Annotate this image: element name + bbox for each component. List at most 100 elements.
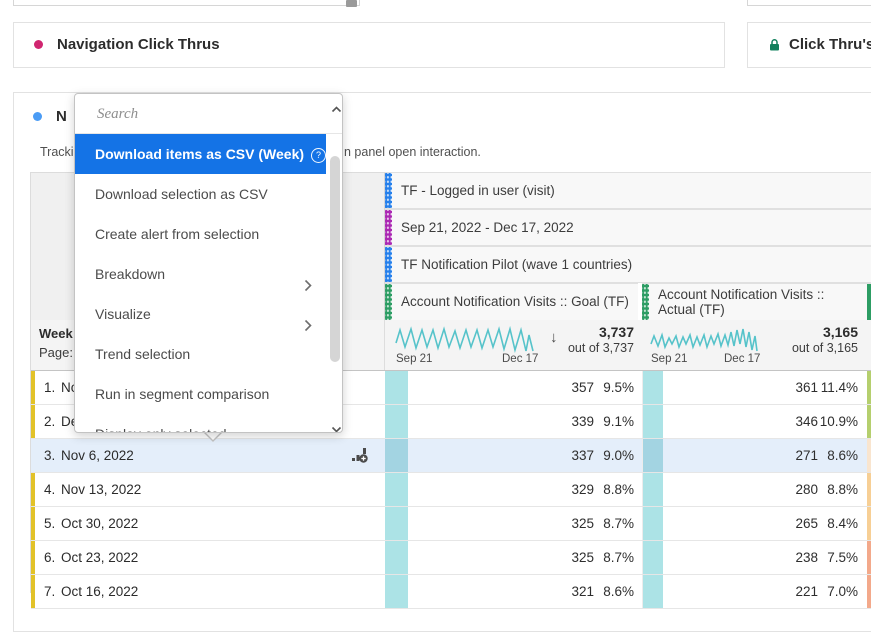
goal-percent: 9.5%	[603, 380, 634, 395]
segment-label: TF - Logged in user (visit)	[401, 183, 555, 198]
goal-value[interactable]: 339	[571, 414, 594, 429]
top-partial-glyph	[346, 0, 357, 7]
row-dimension-value[interactable]: No	[61, 380, 79, 395]
panel-navigation-click-thrus[interactable]: Navigation Click Thrus	[13, 22, 725, 68]
series-dot-blue	[33, 112, 42, 121]
segment-label: TF Notification Pilot (wave 1 countries)	[401, 257, 633, 272]
goal-value[interactable]: 357	[571, 380, 594, 395]
actual-cell-bar	[643, 405, 663, 438]
actual-value[interactable]: 265	[795, 516, 818, 531]
table-row[interactable]: 4. Nov 13, 2022 329 8.8% 280 8.8%	[31, 473, 871, 507]
chevron-right-icon	[304, 307, 312, 347]
goal-cell-bar	[385, 473, 408, 506]
actual-cell-bar	[643, 371, 663, 404]
menu-search-field[interactable]	[75, 94, 342, 134]
actual-value[interactable]: 280	[795, 482, 818, 497]
table-row-selected[interactable]: 3. Nov 6, 2022 337 9.0% 271 8.6%	[31, 439, 871, 473]
search-input[interactable]	[95, 95, 319, 133]
goal-total: 3,737	[598, 324, 634, 340]
goal-value[interactable]: 337	[571, 448, 594, 463]
metric-header-cut-strip	[867, 283, 871, 320]
metric-color-strip[interactable]	[385, 284, 392, 320]
actual-cell-bar	[643, 439, 663, 472]
actual-percent: 11.4%	[820, 380, 858, 395]
actual-value[interactable]: 346	[795, 414, 818, 429]
row-color-strip	[31, 541, 35, 574]
help-icon[interactable]: ?	[311, 148, 327, 163]
dimension-header-cell[interactable]: Week Page:	[31, 320, 385, 370]
menu-item-download-items-csv[interactable]: Download items as CSV (Week)?	[75, 134, 327, 174]
row-dimension-value[interactable]: Oct 16, 2022	[61, 584, 139, 599]
menu-item-breakdown[interactable]: Breakdown	[75, 254, 326, 294]
actual-out-of: out of 3,165	[791, 341, 858, 355]
segment-header-notification-pilot[interactable]: TF Notification Pilot (wave 1 countries)	[385, 246, 871, 283]
row-color-strip	[31, 473, 35, 506]
goal-cell-bar	[385, 371, 408, 404]
row-number: 5.	[44, 516, 56, 531]
goal-value[interactable]: 325	[571, 550, 594, 565]
menu-item-trend-selection[interactable]: Trend selection	[95, 346, 191, 362]
goal-value[interactable]: 325	[571, 516, 594, 531]
top-partial-panel-left	[13, 0, 360, 6]
goal-value[interactable]: 329	[571, 482, 594, 497]
next-column-cut-strip	[867, 575, 871, 608]
goal-sparkline	[395, 325, 534, 353]
next-column-cut-strip	[867, 439, 871, 472]
menu-item-download-selection-csv[interactable]: Download selection as CSV	[95, 186, 268, 202]
row-dimension-value[interactable]: Oct 30, 2022	[61, 516, 139, 531]
menu-item-display-only-selected[interactable]: Display only selected	[75, 414, 326, 432]
scroll-down-icon[interactable]	[331, 420, 342, 432]
row-number: 2.	[44, 414, 56, 429]
row-number: 7.	[44, 584, 56, 599]
metric-header-goal[interactable]: Account Notification Visits :: Goal (TF)	[385, 283, 638, 320]
segment-header-logged-in-user[interactable]: TF - Logged in user (visit)	[385, 172, 871, 209]
scroll-up-icon[interactable]	[331, 100, 342, 118]
goal-percent: 9.0%	[603, 448, 634, 463]
goal-percent: 8.6%	[603, 584, 634, 599]
actual-cell-bar	[643, 507, 663, 540]
actual-total: 3,165	[822, 324, 858, 340]
table-row[interactable]: 5. Oct 30, 2022 325 8.7% 265 8.4%	[31, 507, 871, 541]
table-row[interactable]: 6. Oct 23, 2022 325 8.7% 238 7.5%	[31, 541, 871, 575]
row-number: 1.	[44, 380, 56, 395]
goal-cell-bar	[385, 439, 408, 472]
actual-percent: 7.0%	[827, 584, 858, 599]
main-panel-title-fragment: N	[56, 108, 67, 125]
row-number: 4.	[44, 482, 56, 497]
actual-percent: 8.4%	[827, 516, 858, 531]
table-row[interactable]: 7. Oct 16, 2022 321 8.6% 221 7.0%	[31, 575, 871, 609]
sort-descending-icon[interactable]: ↓	[550, 329, 558, 346]
menu-item-create-alert[interactable]: Create alert from selection	[95, 226, 260, 242]
row-dimension-value[interactable]: Nov 6, 2022	[61, 448, 134, 463]
menu-item-run-segment-comparison[interactable]: Run in segment comparison	[95, 386, 270, 402]
scrollbar-thumb[interactable]	[330, 156, 340, 362]
goal-percent: 9.1%	[603, 414, 634, 429]
metric-color-strip[interactable]	[642, 284, 649, 320]
actual-percent: 8.6%	[827, 448, 858, 463]
goal-cell-bar	[385, 541, 408, 574]
segment-header-date-range[interactable]: Sep 21, 2022 - Dec 17, 2022	[385, 209, 871, 246]
goal-spark-end-label: Dec 17	[502, 353, 539, 365]
next-column-cut-strip	[867, 541, 871, 574]
actual-value[interactable]: 361	[795, 380, 818, 395]
row-dimension-value[interactable]: De	[61, 414, 79, 429]
goal-cell-bar	[385, 507, 408, 540]
actual-value[interactable]: 271	[795, 448, 818, 463]
chevron-right-icon	[304, 267, 312, 307]
goal-out-of: out of 3,737	[567, 341, 634, 355]
visualize-row-icon[interactable]	[351, 447, 370, 469]
segment-color-strip[interactable]	[385, 247, 392, 282]
metric-label: Account Notification Visits :: Goal (TF)	[401, 294, 629, 309]
row-dimension-value[interactable]: Oct 23, 2022	[61, 550, 139, 565]
context-menu: Download items as CSV (Week)? Download s…	[74, 93, 343, 433]
goal-percent: 8.8%	[603, 482, 634, 497]
actual-sparkline	[650, 328, 758, 352]
menu-item-visualize[interactable]: Visualize	[75, 294, 326, 334]
segment-color-strip[interactable]	[385, 210, 392, 245]
actual-value[interactable]: 238	[795, 550, 818, 565]
segment-color-strip[interactable]	[385, 173, 392, 208]
metric-header-actual[interactable]: Account Notification Visits :: Actual (T…	[642, 283, 867, 320]
panel-click-thrus[interactable]: Click Thru's	[747, 22, 871, 68]
row-dimension-value[interactable]: Nov 13, 2022	[61, 482, 142, 497]
panel-description-fragment-right: n panel open interaction.	[344, 145, 481, 159]
